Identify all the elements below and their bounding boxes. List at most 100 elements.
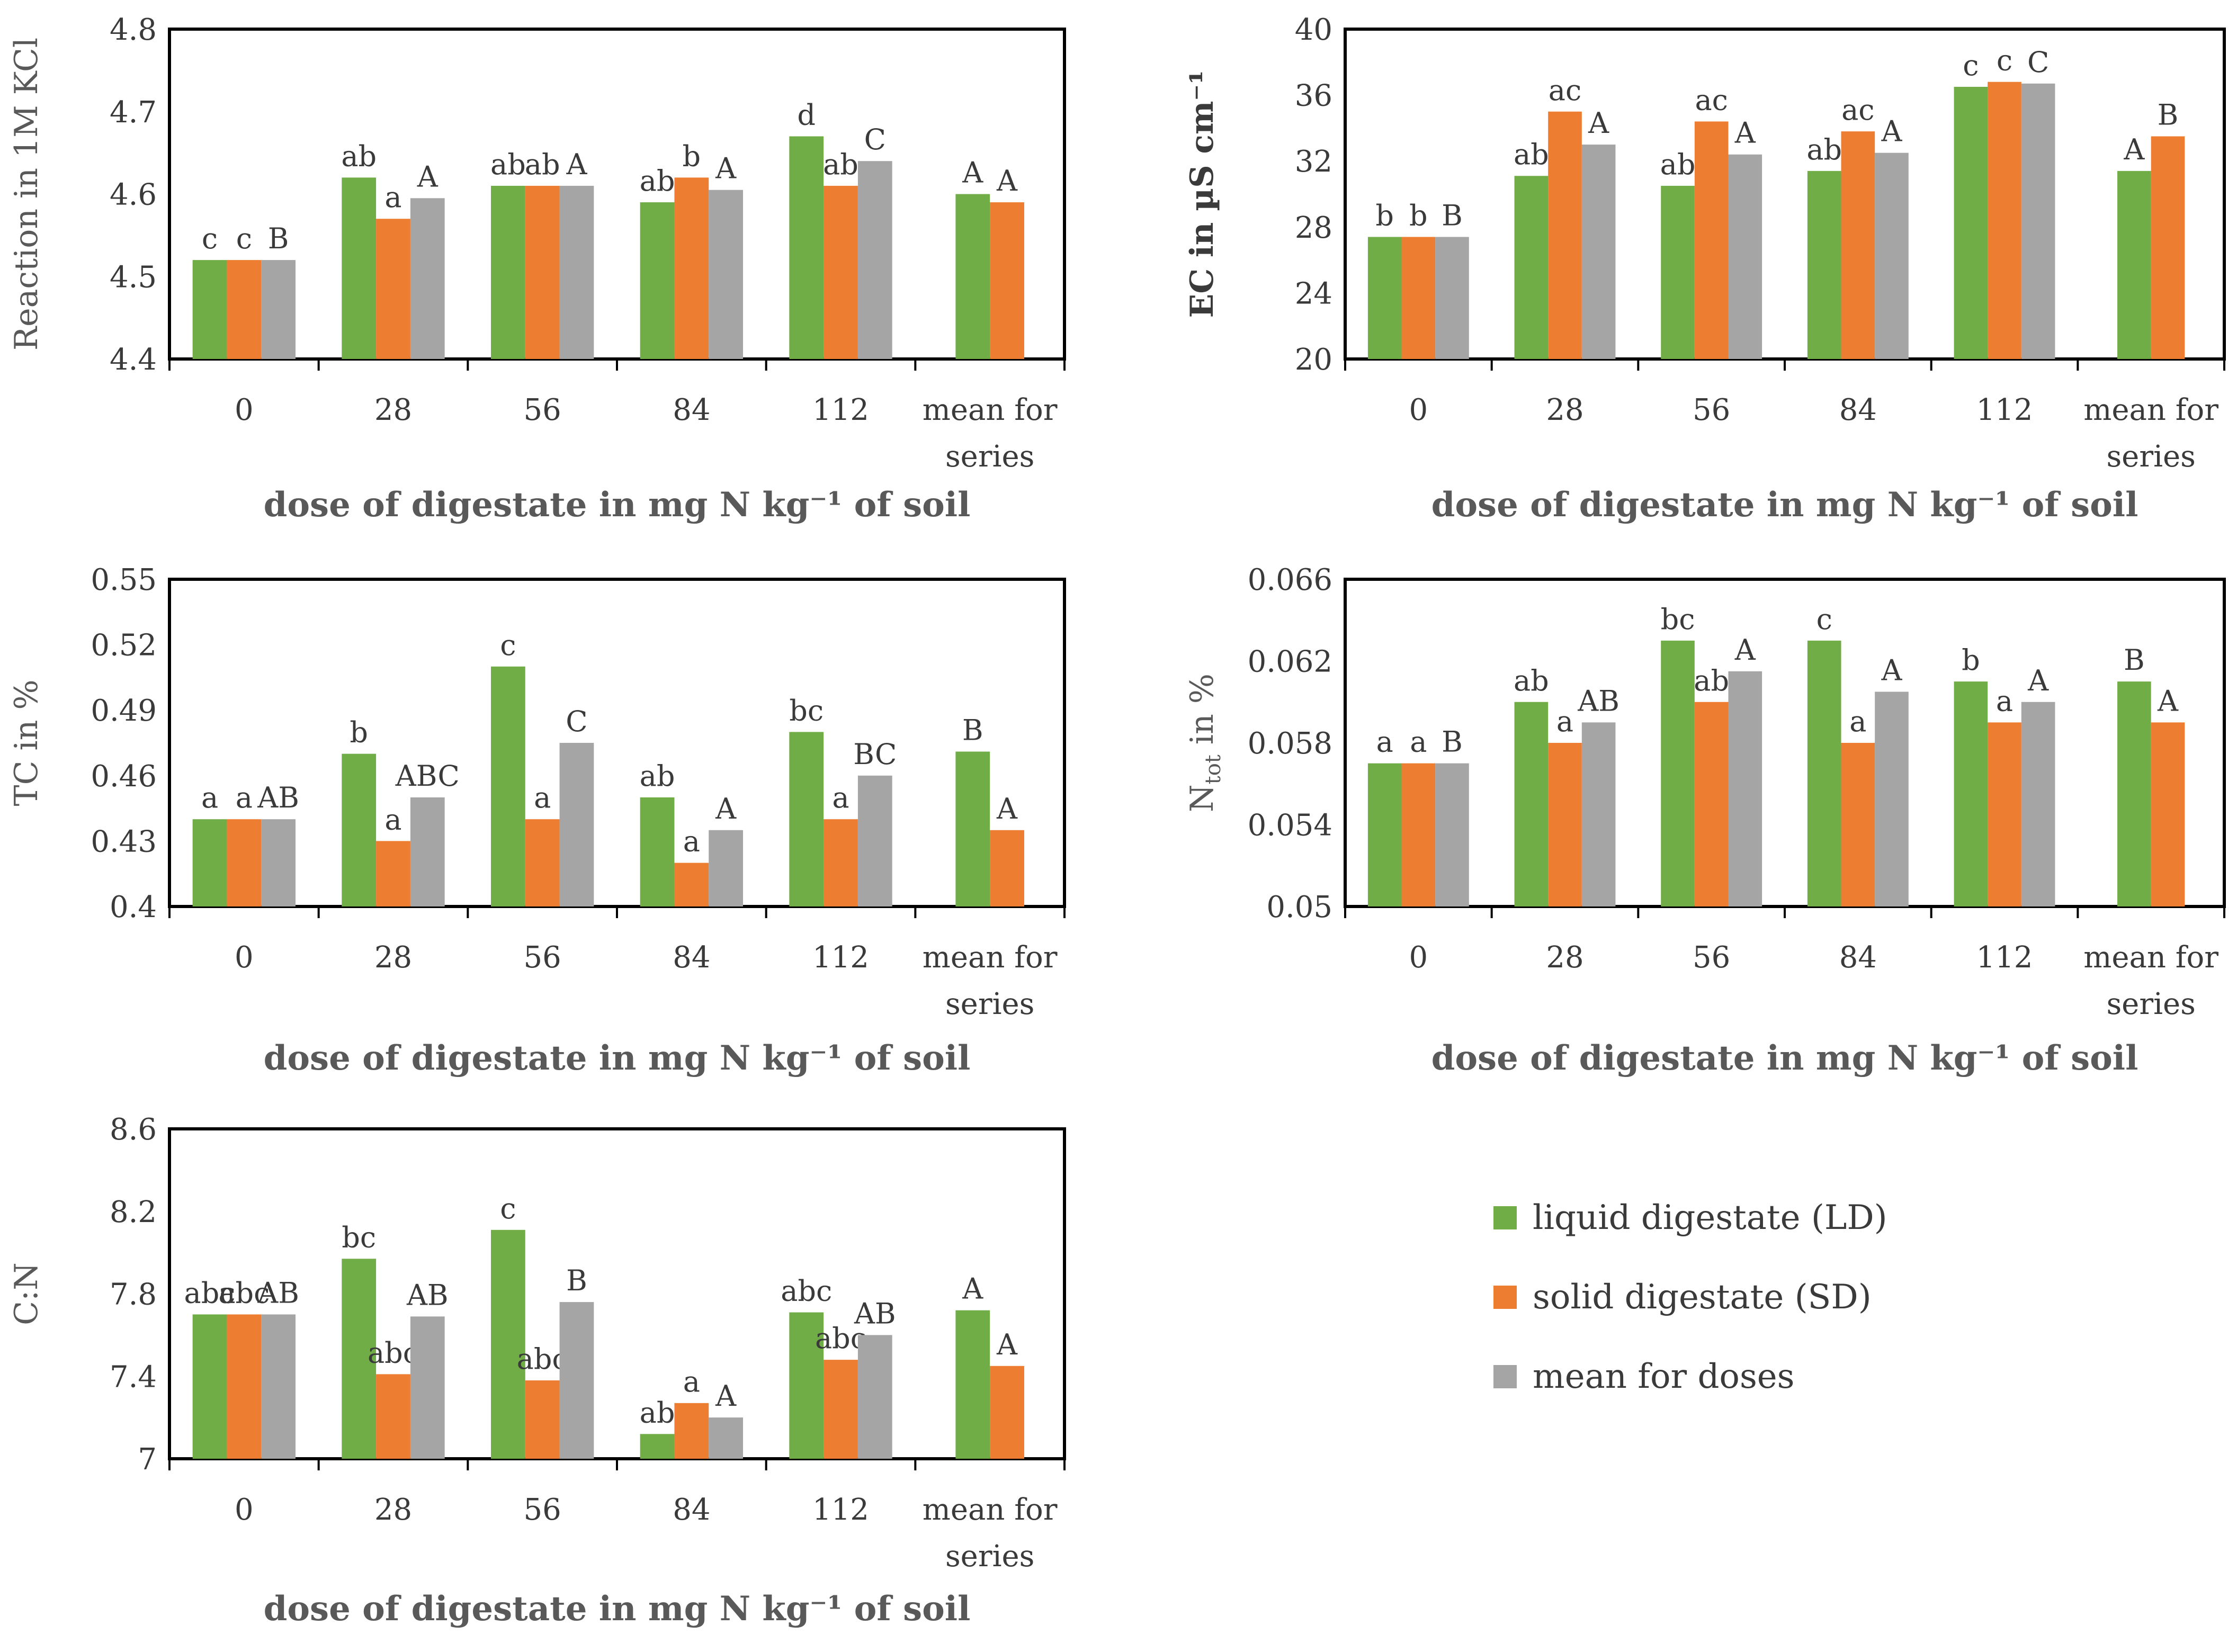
bar-ld <box>1661 185 1695 359</box>
significance-letter: d <box>797 98 816 131</box>
bar-ld <box>789 136 824 359</box>
significance-letter: AB <box>1577 684 1619 717</box>
bar-ld <box>955 751 990 906</box>
bar-sd <box>1694 702 1729 906</box>
significance-letter: a <box>1996 684 2013 717</box>
significance-letter: ab <box>640 1396 675 1429</box>
significance-letter: a <box>683 825 700 858</box>
bar-mean <box>709 830 744 906</box>
significance-letter: c <box>500 629 516 662</box>
bar-ld <box>640 797 675 906</box>
bar-mean <box>559 1302 594 1459</box>
x-tick-label: 112 <box>812 393 869 427</box>
bar-ld <box>192 260 227 359</box>
bar-sd <box>1548 111 1582 359</box>
significance-letter: A <box>715 792 737 825</box>
y-tick-label: 4.6 <box>110 178 157 212</box>
y-axis-title: TC in % <box>8 680 45 806</box>
bar-sd <box>2151 136 2185 359</box>
legend-item-mean: mean for doses <box>1493 1350 1795 1403</box>
x-tick-label: 28 <box>374 393 412 427</box>
significance-letter: AB <box>257 1276 299 1309</box>
bar-mean <box>857 161 892 359</box>
y-tick-label: 0.4 <box>110 890 157 924</box>
significance-letter: ab <box>823 148 858 181</box>
legend-swatch-ld <box>1493 1206 1517 1229</box>
bar-ld <box>640 1434 675 1459</box>
bar-ld <box>1514 176 1549 359</box>
bar-mean <box>1435 763 1469 906</box>
x-axis-title: dose of digestate in mg N kg⁻¹ of soil <box>1431 1038 2138 1078</box>
significance-letter: ab <box>640 759 675 793</box>
x-tick-label: 28 <box>374 1493 412 1527</box>
significance-letter: ABC <box>395 759 460 793</box>
y-tick-label: 8.2 <box>110 1195 157 1229</box>
y-tick-label: 0.49 <box>91 694 157 728</box>
y-tick-label: 36 <box>1295 79 1332 113</box>
x-tick-label: 84 <box>1839 940 1877 975</box>
bar-mean <box>1875 692 1909 906</box>
significance-letter: C <box>864 123 886 156</box>
y-tick-label: 4.5 <box>110 260 157 294</box>
y-tick-label: 7.8 <box>110 1278 157 1312</box>
significance-letter: b <box>1409 199 1428 232</box>
bar-mean <box>410 198 445 359</box>
bar-sd <box>990 202 1024 359</box>
legend-item-ld: liquid digestate (LD) <box>1493 1191 1887 1244</box>
bar-sd <box>525 819 560 906</box>
significance-letter: B <box>2124 643 2145 677</box>
x-tick-label: 0 <box>235 1493 254 1527</box>
y-tick-label: 0.46 <box>91 759 157 794</box>
bar-ld <box>1367 763 1402 906</box>
bar-sd <box>525 185 560 359</box>
significance-letter: A <box>996 164 1018 197</box>
x-axis-title: dose of digestate in mg N kg⁻¹ of soil <box>264 1589 971 1629</box>
bar-ld <box>2117 170 2151 359</box>
bar-mean <box>1581 145 1616 359</box>
significance-letter: a <box>1849 705 1866 738</box>
x-tick-label: 56 <box>1693 393 1730 427</box>
significance-letter: b <box>683 139 701 173</box>
x-tick-label: series <box>2106 439 2195 474</box>
x-tick-label: 56 <box>1693 940 1730 975</box>
significance-letter: B <box>566 1264 587 1297</box>
x-tick-label: 84 <box>673 393 710 427</box>
significance-letter: abc <box>184 1276 236 1309</box>
bar-mean <box>559 743 594 906</box>
significance-letter: a <box>832 781 849 814</box>
significance-letter: A <box>715 152 737 185</box>
significance-letter: B <box>1442 725 1463 759</box>
legend-swatch-mean <box>1493 1365 1517 1388</box>
bar-ld <box>955 1310 990 1459</box>
bar-ld <box>2117 681 2151 906</box>
bar-ld <box>490 185 525 359</box>
bar-mean <box>2021 83 2055 360</box>
bar-sd <box>674 177 709 359</box>
bar-mean <box>1581 722 1616 906</box>
bar-ld <box>789 1312 824 1459</box>
bar-mean <box>559 185 594 359</box>
x-tick-label: 28 <box>374 940 412 975</box>
y-tick-label: 7 <box>138 1442 157 1477</box>
significance-letter: bc <box>789 694 824 727</box>
significance-letter: b <box>1375 199 1394 232</box>
bar-ld <box>1807 640 1841 906</box>
x-tick-label: 112 <box>1976 393 2033 427</box>
y-tick-label: 4.4 <box>110 343 157 377</box>
x-tick-label: 84 <box>673 940 710 975</box>
bar-mean <box>709 190 744 359</box>
x-tick-label: mean for <box>923 1493 1058 1527</box>
significance-letter: abc <box>815 1322 866 1355</box>
y-tick-label: 0.054 <box>1248 809 1332 843</box>
bar-ld <box>1954 681 1988 906</box>
significance-letter: c <box>1817 603 1832 636</box>
significance-letter: ab <box>341 139 377 173</box>
y-tick-label: 0.52 <box>91 629 157 663</box>
bar-ld <box>1661 640 1695 906</box>
bar-mean <box>2021 702 2055 906</box>
significance-letter: ac <box>1695 83 1728 116</box>
significance-letter: b <box>350 716 368 749</box>
significance-letter: a <box>683 1365 700 1398</box>
